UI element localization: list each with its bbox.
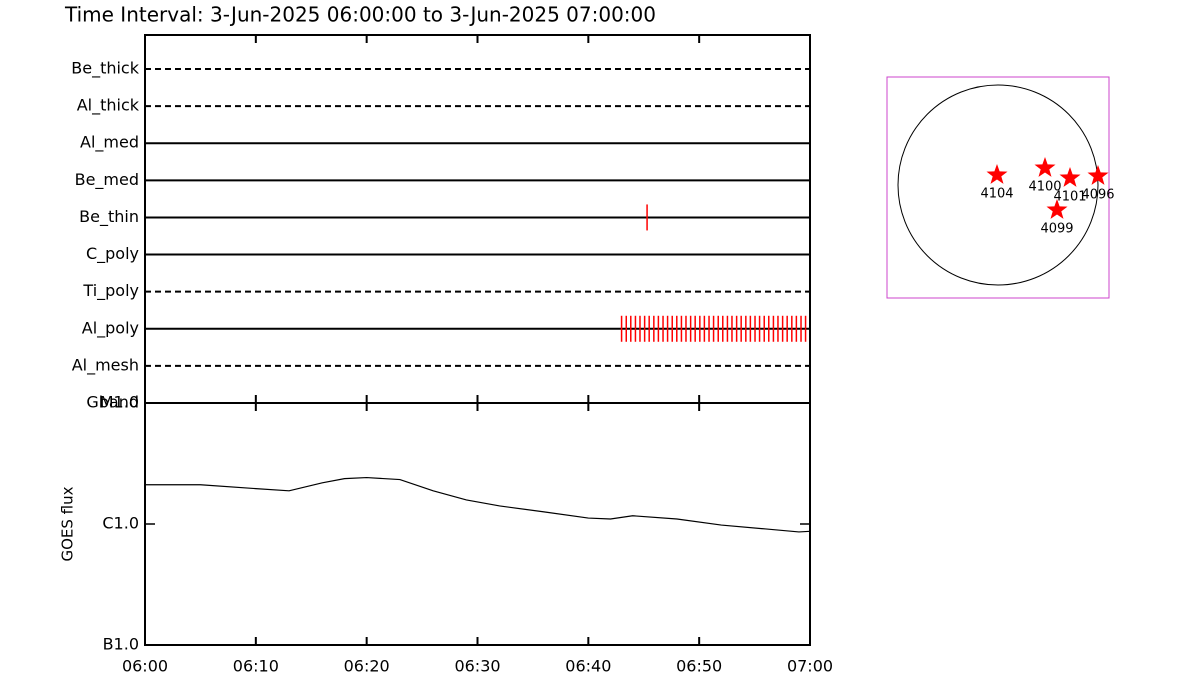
y-tick-label: B1.0 (103, 635, 139, 654)
region-label: 4100 (1028, 180, 1061, 195)
x-tick-label: 06:40 (565, 657, 611, 676)
region-label: 4101 (1053, 190, 1086, 205)
region-star (986, 164, 1008, 184)
region-label: 4099 (1040, 222, 1073, 237)
region-label: 4104 (980, 187, 1013, 202)
filter-label: Al_med (80, 133, 139, 153)
region-star (1059, 167, 1081, 187)
y-tick-label: C1.0 (102, 514, 139, 533)
region-label: 4096 (1081, 188, 1114, 203)
panel-frame (144, 34, 811, 404)
filter-label: Be_thin (79, 207, 139, 227)
solar-disk (897, 84, 1099, 286)
y-tick-label: M1.0 (100, 393, 139, 412)
filter-label: Be_thick (71, 59, 139, 79)
filter-label: Al_mesh (72, 355, 139, 375)
x-tick-label: 06:20 (344, 657, 390, 676)
filter-label: C_poly (86, 244, 139, 264)
region-star (1034, 157, 1056, 177)
x-tick-label: 06:30 (454, 657, 500, 676)
flux-line (145, 476, 811, 533)
chart-title: Time Interval: 3-Jun-2025 06:00:00 to 3-… (64, 3, 656, 27)
filter-label: Al_thick (77, 96, 140, 116)
filter-label: Ti_poly (82, 281, 139, 301)
map-frame (886, 76, 1110, 299)
x-tick-label: 06:00 (122, 657, 168, 676)
region-star (1046, 199, 1068, 219)
x-tick-label: 07:00 (787, 657, 833, 676)
filter-label: Be_med (75, 170, 139, 190)
filter-label: Al_poly (82, 318, 139, 338)
region-star (1087, 165, 1109, 185)
x-tick-label: 06:10 (233, 657, 279, 676)
filter-label: Gband (86, 393, 139, 412)
x-tick-label: 06:50 (676, 657, 722, 676)
y-axis-label: GOES flux (59, 486, 77, 561)
